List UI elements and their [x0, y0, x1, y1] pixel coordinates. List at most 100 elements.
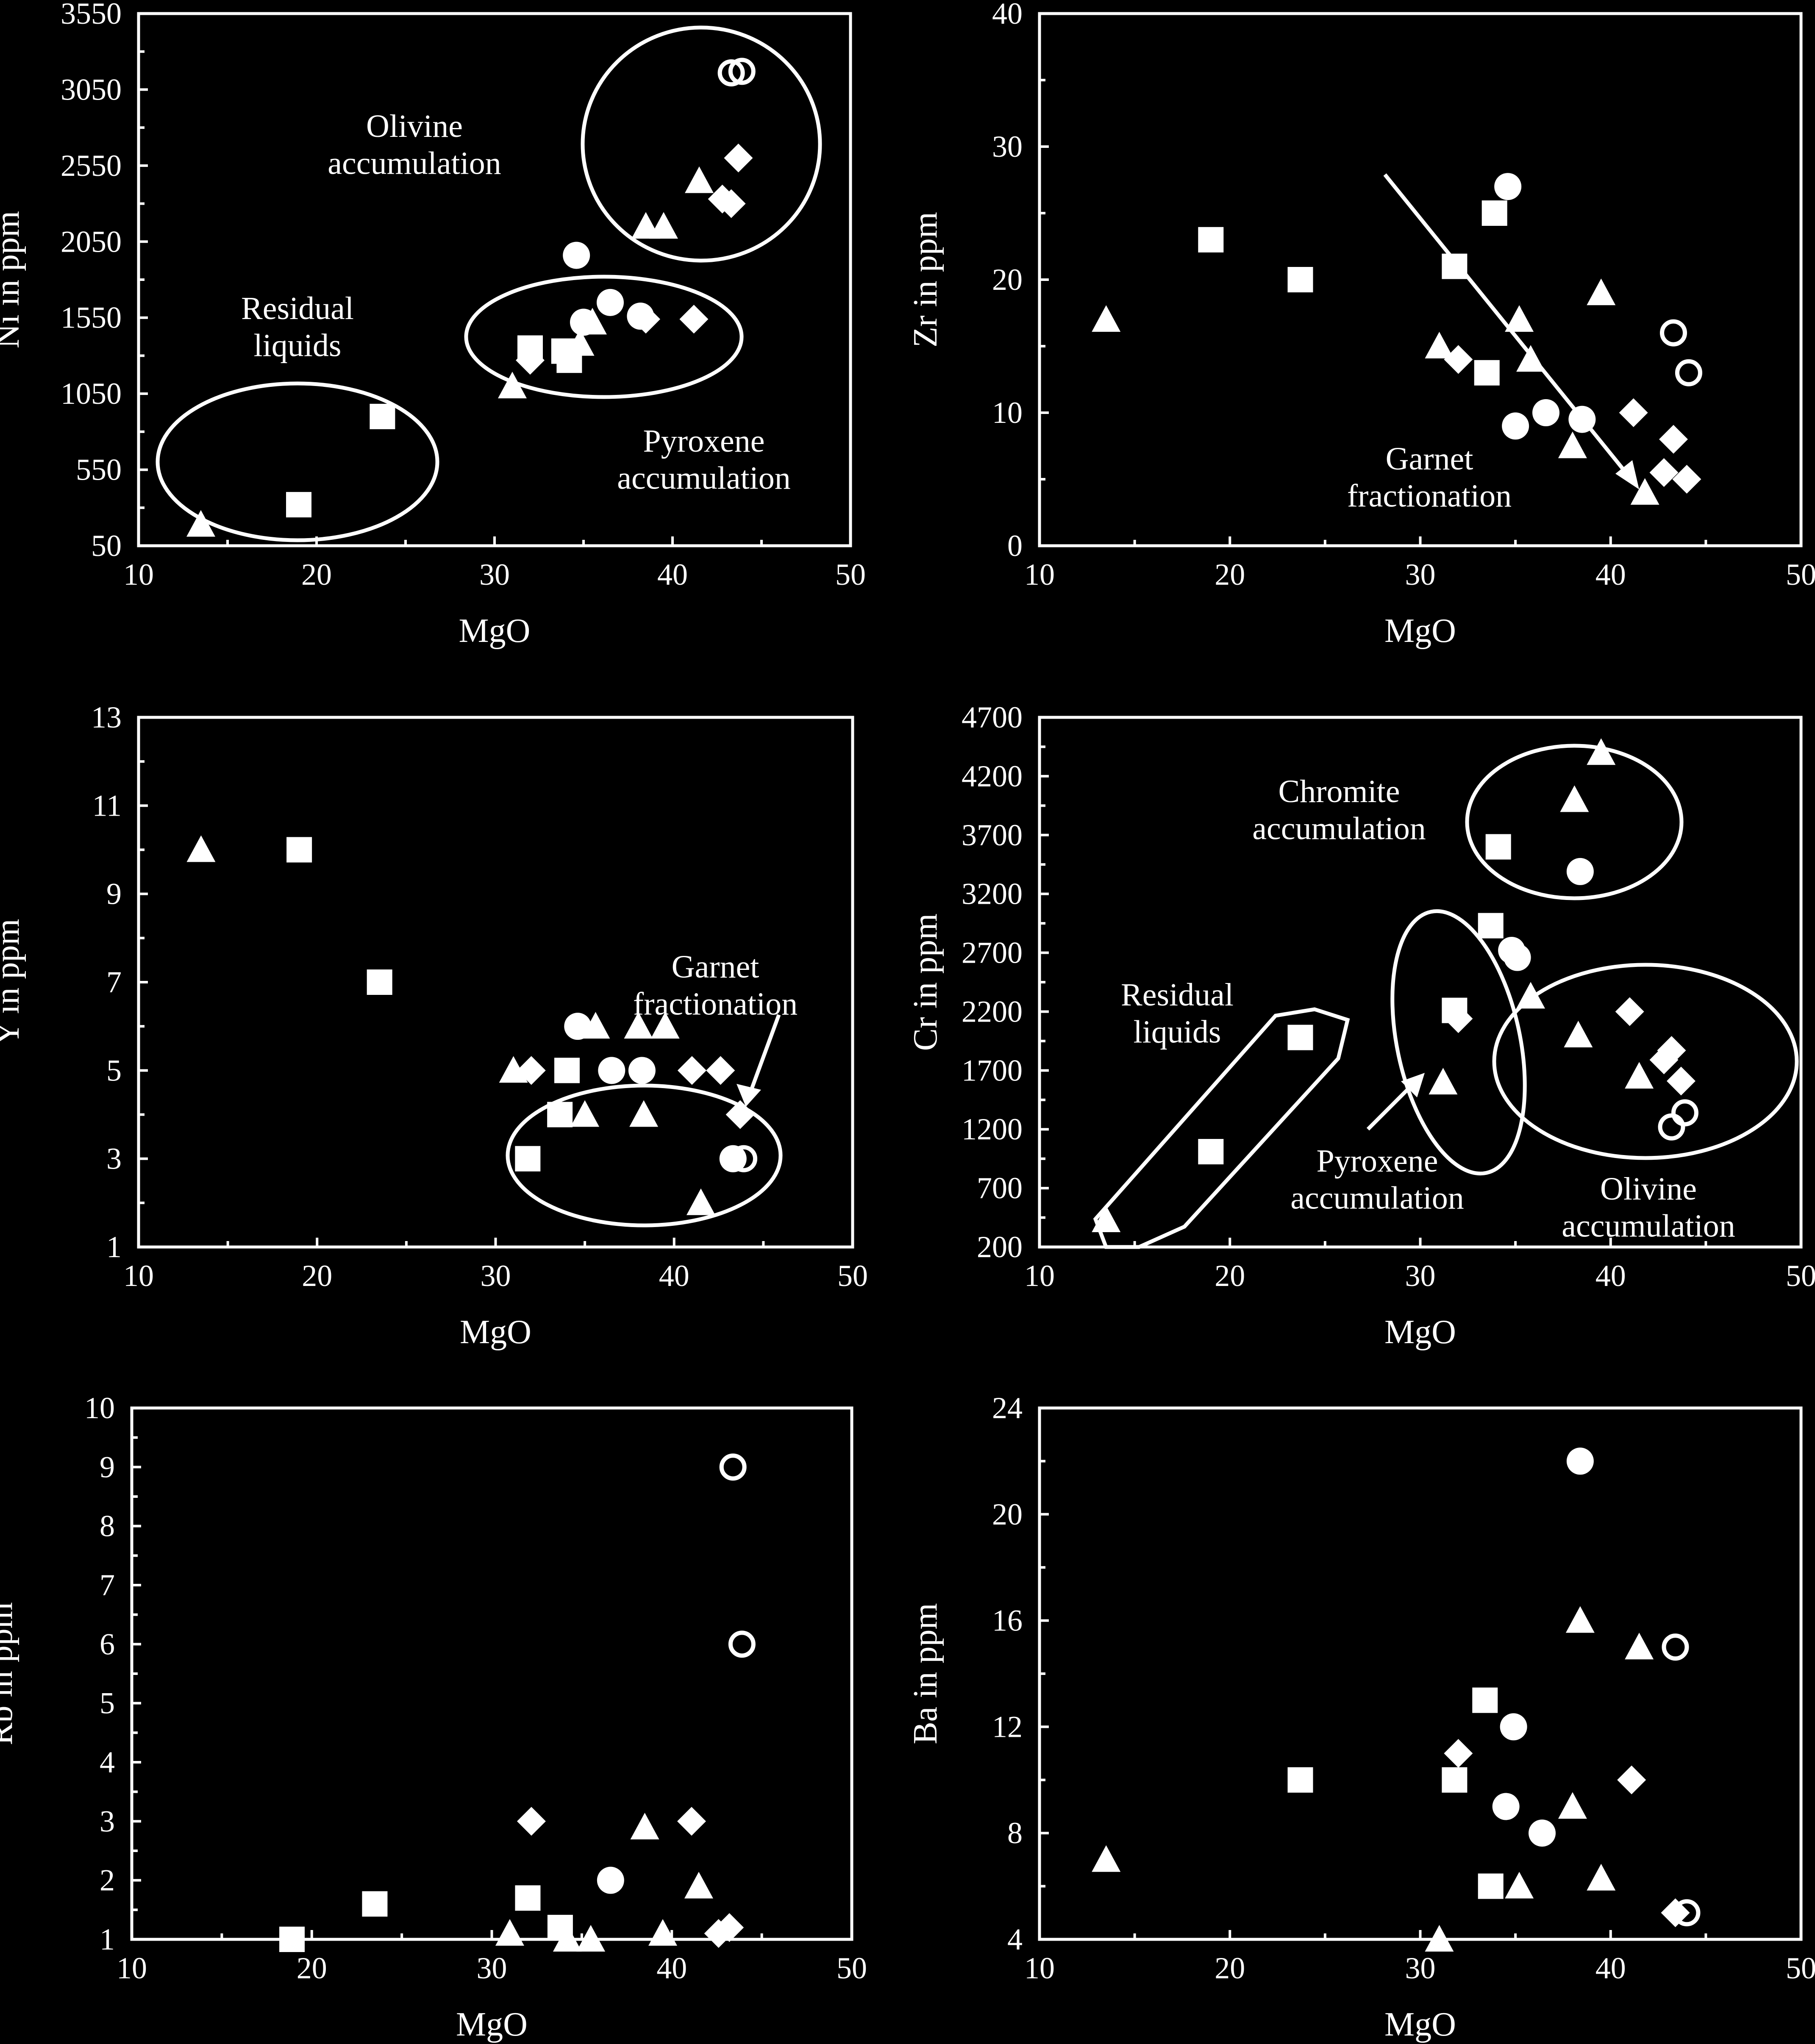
y-tick-label: 4700: [962, 700, 1023, 734]
series-open-circle: [1662, 1633, 1701, 1927]
annotation-label: Pyroxene accumulation: [1290, 1143, 1464, 1216]
data-point-triangle: [495, 1919, 524, 1946]
x-tick-label: 40: [656, 1951, 687, 1985]
data-point-open-circle: [1662, 1633, 1689, 1661]
y-tick-label: 200: [977, 1230, 1023, 1264]
chart-panel-5: 10 20 30 40 50 1 2 3 4 5 6 7 8 9 10 MgO Rb in ppm: [0, 1391, 867, 2043]
x-tick-label: 40: [657, 558, 688, 592]
data-point-diamond: [1659, 425, 1688, 454]
data-point-square: [1287, 1025, 1313, 1050]
series-circle: [1498, 858, 1594, 971]
y-tick-label: 12: [992, 1710, 1023, 1744]
data-point-square: [515, 1885, 541, 1911]
data-point-open-circle: [1658, 1113, 1685, 1141]
y-tick-label: 1200: [962, 1112, 1023, 1146]
data-point-triangle: [553, 1925, 582, 1952]
data-point-diamond: [1444, 345, 1473, 374]
pyroxene-field-ellipse: [464, 275, 744, 399]
data-point-circle: [1500, 1713, 1527, 1741]
data-point-square: [515, 1146, 541, 1172]
series-square: [1287, 1687, 1504, 1899]
data-point-diamond: [517, 1056, 546, 1085]
x-tick-label: 50: [1786, 558, 1815, 592]
arrow-head: [1615, 460, 1639, 489]
data-point-triangle: [1587, 278, 1616, 305]
y-tick-label: 3: [100, 1804, 115, 1838]
data-point-triangle: [1565, 1606, 1595, 1633]
x-tick-label: 30: [477, 1951, 507, 1985]
data-point-square: [1478, 913, 1504, 939]
data-point-diamond: [517, 1807, 546, 1836]
series-square: [286, 837, 580, 1172]
x-tick-label: 30: [1405, 558, 1436, 592]
data-point-triangle: [1587, 1863, 1616, 1891]
data-point-diamond: [1657, 1036, 1686, 1065]
x-tick-label: 20: [1215, 1259, 1245, 1293]
x-tick-label: 30: [481, 1259, 511, 1293]
x-tick-label: 40: [1595, 1951, 1626, 1985]
data-point-triangle: [649, 212, 678, 239]
data-point-square: [286, 492, 311, 518]
data-point-triangle: [1558, 431, 1587, 458]
y-tick-label: 3050: [61, 72, 122, 106]
x-tick-label: 10: [1024, 558, 1055, 592]
garnet-field-ellipse: [506, 1083, 783, 1228]
data-point-square: [1478, 1873, 1504, 1899]
annotation-label: Olivine accumulation: [328, 108, 501, 181]
x-tick-label: 50: [1786, 1951, 1815, 1985]
data-point-diamond: [1444, 1739, 1473, 1768]
data-point-square: [1485, 834, 1511, 860]
data-point-diamond: [724, 143, 753, 172]
data-point-square: [286, 837, 312, 863]
data-point-triangle: [186, 510, 215, 537]
residual-field-ellipse: [156, 381, 439, 542]
x-tick-label: 40: [1595, 1259, 1626, 1293]
annotation-arrow: [1366, 1081, 1416, 1131]
x-tick-label: 10: [1024, 1951, 1055, 1985]
y-tick-label: 2: [100, 1863, 115, 1897]
data-point-circle: [1502, 412, 1529, 440]
data-point-triangle: [570, 1100, 600, 1127]
y-tick-label: 7: [100, 1568, 115, 1602]
y-tick-label: 8: [1007, 1816, 1023, 1850]
data-point-diamond: [679, 305, 709, 334]
series-open-circle: [1658, 1099, 1698, 1141]
data-point-triangle: [686, 1188, 715, 1215]
y-tick-label: 13: [91, 700, 122, 734]
y-tick-label: 9: [100, 1450, 115, 1484]
data-point-square: [1287, 1767, 1313, 1793]
y-tick-label: 40: [992, 0, 1023, 31]
y-tick-label: 5: [100, 1686, 115, 1720]
data-point-square: [1472, 1687, 1498, 1713]
data-point-open-circle: [1660, 319, 1687, 347]
data-point-square: [279, 1927, 305, 1952]
annotation-label: Residual liquids: [241, 291, 354, 363]
data-point-triangle: [498, 372, 527, 399]
olivine-field-ellipse: [1492, 963, 1799, 1160]
y-tick-label: 1550: [61, 301, 122, 335]
annotation-shapes: [156, 25, 822, 542]
x-tick-label: 50: [837, 1951, 867, 1985]
data-point-triangle: [1425, 332, 1454, 358]
series-circle: [1494, 173, 1596, 440]
y-axis-label: Cr in ppm: [907, 914, 944, 1051]
annotation-shapes: [506, 1014, 783, 1228]
x-axis-label: MgO: [1384, 2006, 1456, 2043]
data-point-triangle: [1564, 1021, 1593, 1047]
data-point-triangle: [1587, 738, 1616, 765]
data-point-square: [1198, 227, 1224, 253]
annotation-label: Garnet fractionation: [633, 949, 798, 1022]
pyroxene-field-ellipse: [1390, 909, 1527, 1176]
data-point-square: [1198, 1139, 1224, 1164]
y-tick-label: 550: [76, 453, 122, 487]
data-point-circle: [628, 1057, 656, 1084]
x-tick-label: 40: [659, 1259, 689, 1293]
data-point-diamond: [631, 305, 660, 334]
data-point-open-circle: [1675, 359, 1702, 386]
y-tick-label: 0: [1007, 529, 1023, 563]
annotation-label: Residual liquids: [1121, 977, 1234, 1050]
data-point-triangle: [650, 1012, 680, 1039]
series-circle: [597, 1866, 624, 1894]
data-point-triangle: [630, 1813, 659, 1840]
